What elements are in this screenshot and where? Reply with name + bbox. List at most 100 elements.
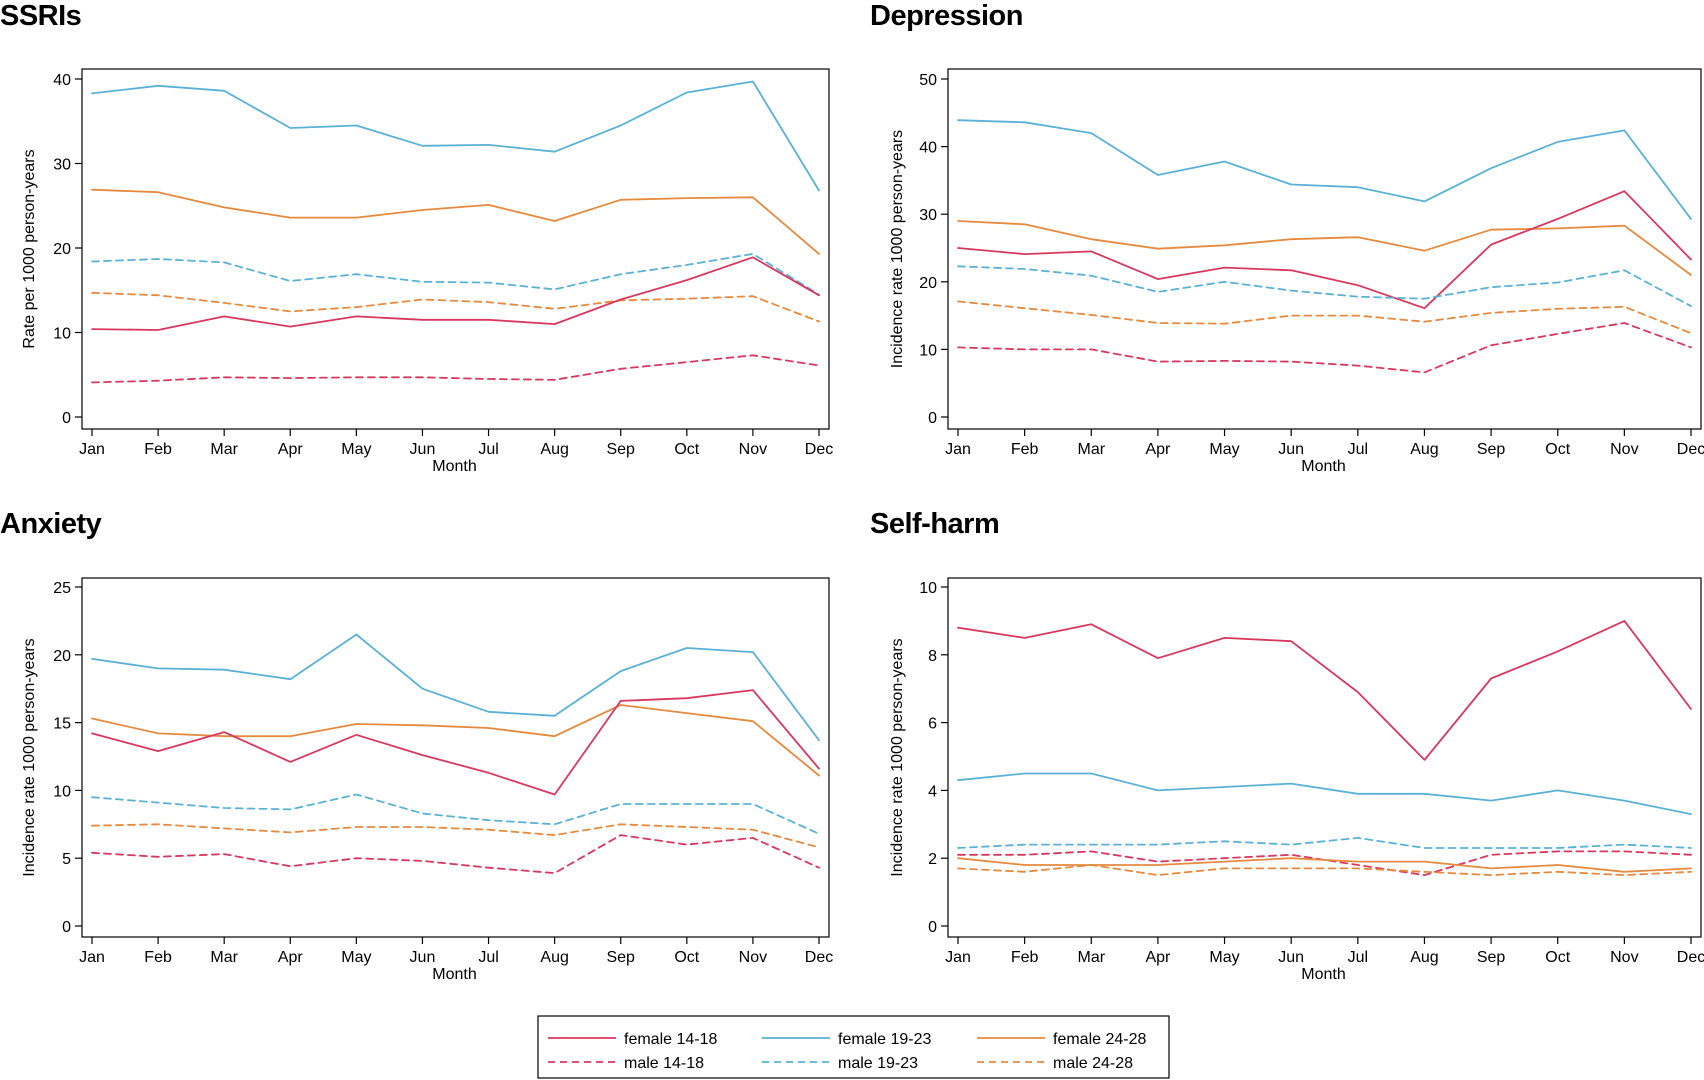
- chart-anxiety-title: Anxiety: [0, 508, 102, 540]
- chart-self-harm-xtick-label-jul: Jul: [1348, 949, 1368, 966]
- chart-depression-plot-frame: [947, 68, 1702, 430]
- chart-depression-series-male-14-18: [957, 322, 1692, 374]
- chart-ssris-series-male-24-28: [91, 291, 820, 323]
- chart-anxiety-xtick-label-jan: Jan: [79, 949, 105, 966]
- chart-anxiety-xtick-label-aug: Aug: [540, 949, 568, 966]
- chart-depression-xtick-label-jun: Jun: [1278, 441, 1304, 458]
- chart-anxiety-series-male-24-28: [91, 823, 820, 849]
- chart-depression-xtick-label-apr: Apr: [1145, 441, 1171, 458]
- chart-self-harm-ytick-label-0: 0: [928, 919, 937, 936]
- chart-depression-xtick-label-nov: Nov: [1610, 441, 1638, 458]
- chart-self-harm-xtick-label-dec: Dec: [1677, 949, 1704, 966]
- chart-anxiety-xtick-label-nov: Nov: [739, 949, 767, 966]
- chart-ssris-ytick-label-10: 10: [53, 326, 71, 343]
- chart-depression-series-male-24-28: [957, 300, 1692, 335]
- chart-ssris-series-male-14-18: [91, 354, 820, 384]
- chart-anxiety-ytick-label-10: 10: [53, 783, 71, 800]
- chart-self-harm-title: Self-harm: [870, 508, 999, 540]
- chart-self-harm-xtick-label-jun: Jun: [1278, 949, 1304, 966]
- chart-anxiety-ytick-label-20: 20: [53, 648, 71, 665]
- chart-ssris-xtick-label-nov: Nov: [739, 441, 767, 458]
- chart-anxiety-ytick-label-25: 25: [53, 580, 71, 597]
- chart-self-harm-series-female-14-18: [957, 620, 1692, 761]
- chart-ssris-series-male-19-23: [91, 253, 820, 296]
- chart-ssris-xtick-label-apr: Apr: [278, 441, 304, 458]
- chart-ssris-series-female-19-23: [91, 80, 820, 192]
- chart-self-harm-xtick-label-feb: Feb: [1011, 949, 1039, 966]
- chart-self-harm-xtick-label-sep: Sep: [1477, 949, 1506, 966]
- chart-depression: Depression Jan Feb Mar Apr May Jun Jul Aug Sep Oct…: [870, 0, 1704, 475]
- chart-self-harm-series-male-24-28: [957, 864, 1692, 876]
- chart-self-harm-series-female-19-23: [957, 772, 1692, 815]
- chart-ssris-ytick-label-0: 0: [62, 410, 71, 427]
- chart-self-harm-series-female-24-28: [957, 857, 1692, 873]
- chart-ssris-title: SSRIs: [0, 0, 81, 32]
- chart-depression-xtick-label-may: May: [1209, 441, 1239, 458]
- chart-depression-ytick-label-0: 0: [928, 410, 937, 427]
- chart-anxiety-ytick-label-0: 0: [62, 919, 71, 936]
- chart-anxiety-series-female-14-18: [91, 689, 820, 796]
- chart-self-harm-ytick-label-10: 10: [919, 580, 937, 597]
- chart-ssris-xtick-label-sep: Sep: [606, 441, 635, 458]
- chart-ssris-ylabel: Rate per 1000 person-years: [21, 149, 38, 348]
- chart-ssris-xtick-label-mar: Mar: [210, 441, 238, 458]
- legend-label-female-19-23: female 19-23: [838, 1031, 931, 1048]
- chart-anxiety-ytick-label-15: 15: [53, 716, 71, 733]
- chart-ssris-xtick-label-jun: Jun: [410, 441, 436, 458]
- chart-self-harm: Self-harm Jan Feb Mar Apr May Jun Jul Aug Sep Oct N…: [870, 508, 1704, 983]
- legend-label-female-14-18: female 14-18: [624, 1031, 717, 1048]
- chart-depression-ytick-label-50: 50: [919, 72, 937, 89]
- legend: female 14-18 female 19-23 female 24-28 male…: [537, 1015, 1170, 1079]
- legend-label-male-19-23: male 19-23: [838, 1055, 918, 1072]
- chart-self-harm-xtick-label-apr: Apr: [1145, 949, 1171, 966]
- chart-self-harm-xtick-label-nov: Nov: [1610, 949, 1638, 966]
- chart-ssris-xtick-label-dec: Dec: [805, 441, 833, 458]
- chart-self-harm-xtick-label-may: May: [1209, 949, 1239, 966]
- chart-anxiety-xtick-label-dec: Dec: [805, 949, 833, 966]
- chart-ssris-xlabel: Month: [432, 458, 476, 475]
- legend-label-male-24-28: male 24-28: [1053, 1055, 1133, 1072]
- chart-anxiety-ytick-label-5: 5: [62, 851, 71, 868]
- chart-depression-title: Depression: [870, 0, 1023, 32]
- chart-self-harm-ytick-label-4: 4: [928, 783, 937, 800]
- chart-ssris: SSRIs Jan Feb Mar Apr May Jun Jul Aug Sep Oct Nov De…: [0, 0, 833, 475]
- chart-self-harm-xtick-label-jan: Jan: [945, 949, 971, 966]
- chart-ssris-xtick-label-feb: Feb: [144, 441, 172, 458]
- chart-ssris-xtick-label-jul: Jul: [478, 441, 498, 458]
- chart-depression-xtick-label-mar: Mar: [1077, 441, 1105, 458]
- chart-depression-xtick-label-feb: Feb: [1011, 441, 1039, 458]
- chart-depression-xtick-label-jan: Jan: [945, 441, 971, 458]
- chart-depression-series-female-19-23: [957, 119, 1692, 220]
- chart-depression-series-male-19-23: [957, 265, 1692, 307]
- chart-anxiety-xtick-label-jun: Jun: [410, 949, 436, 966]
- chart-anxiety-ylabel: Incidence rate 1000 person-years: [21, 638, 38, 876]
- chart-self-harm-plot-frame: [947, 577, 1702, 938]
- chart-ssris-xtick-label-aug: Aug: [540, 441, 568, 458]
- chart-self-harm-xtick-label-mar: Mar: [1077, 949, 1105, 966]
- chart-self-harm-xtick-label-aug: Aug: [1410, 949, 1438, 966]
- legend-label-female-24-28: female 24-28: [1053, 1031, 1146, 1048]
- chart-anxiety-series-male-14-18: [91, 834, 820, 874]
- chart-self-harm-ylabel: Incidence rate 1000 person-years: [889, 638, 906, 876]
- chart-depression-series-female-14-18: [957, 190, 1692, 310]
- chart-ssris-ytick-label-20: 20: [53, 241, 71, 258]
- chart-depression-xlabel: Month: [1301, 458, 1345, 475]
- chart-self-harm-ytick-label-2: 2: [928, 851, 937, 868]
- legend-label-male-14-18: male 14-18: [624, 1055, 704, 1072]
- legend-box: [537, 1015, 1170, 1079]
- chart-self-harm-series-male-14-18: [957, 850, 1692, 876]
- chart-depression-ylabel: Incidence rate 1000 person-years: [889, 130, 906, 368]
- chart-anxiety-series-male-19-23: [91, 793, 820, 835]
- chart-anxiety-series-female-24-28: [91, 704, 820, 777]
- chart-ssris-xtick-label-may: May: [341, 441, 371, 458]
- chart-ssris-ytick-label-30: 30: [53, 157, 71, 174]
- chart-ssris-xtick-label-oct: Oct: [674, 441, 699, 458]
- chart-depression-ytick-label-30: 30: [919, 207, 937, 224]
- chart-self-harm-ytick-label-8: 8: [928, 648, 937, 665]
- chart-depression-ytick-label-40: 40: [919, 140, 937, 157]
- chart-anxiety-plot-frame: [81, 577, 830, 938]
- chart-ssris-plot-frame: [81, 68, 830, 430]
- chart-depression-ytick-label-10: 10: [919, 342, 937, 359]
- chart-anxiety-xlabel: Month: [432, 966, 476, 983]
